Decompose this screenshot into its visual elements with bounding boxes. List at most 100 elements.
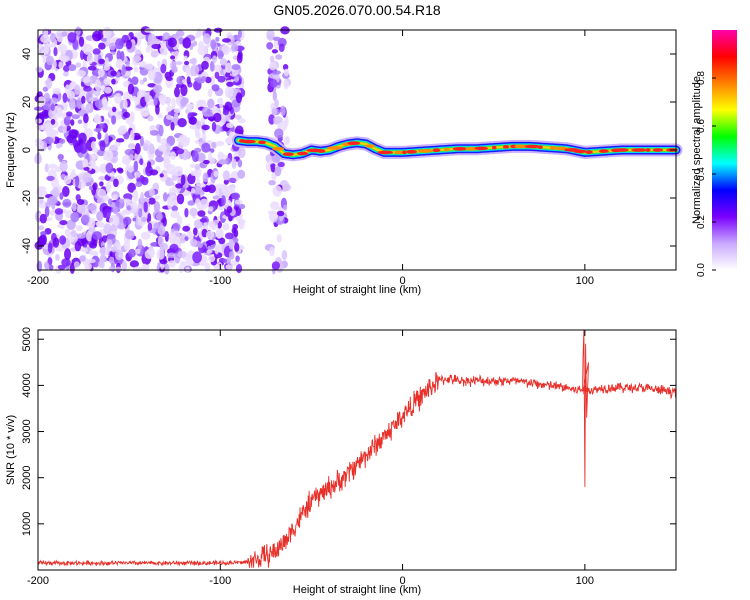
noise-blob bbox=[175, 148, 185, 155]
noise-blob bbox=[167, 197, 173, 210]
noise-blob bbox=[132, 217, 137, 222]
noise-blob bbox=[165, 76, 173, 82]
noise-blob bbox=[163, 157, 171, 168]
noise-blob bbox=[272, 185, 282, 197]
noise-blob bbox=[159, 259, 168, 265]
noise-blob bbox=[274, 98, 279, 108]
noise-blob bbox=[268, 61, 277, 71]
noise-blob bbox=[273, 116, 283, 124]
noise-blob bbox=[221, 44, 231, 56]
noise-blob bbox=[222, 109, 229, 116]
noise-blob bbox=[145, 63, 154, 70]
noise-blob bbox=[212, 55, 218, 64]
noise-blob bbox=[232, 223, 239, 230]
noise-blob bbox=[217, 50, 224, 60]
colorbar-gradient bbox=[712, 30, 737, 270]
noise-blob bbox=[167, 111, 176, 116]
noise-blob bbox=[48, 264, 54, 271]
noise-blob bbox=[82, 77, 91, 84]
noise-blob bbox=[182, 225, 191, 232]
noise-blob bbox=[202, 33, 211, 45]
noise-blob bbox=[88, 185, 94, 191]
noise-blob bbox=[159, 173, 164, 178]
noise-blob bbox=[141, 216, 147, 223]
noise-blob bbox=[159, 43, 167, 56]
noise-blob bbox=[223, 186, 232, 198]
heatmap-x-axis: -200 -100 0 100 bbox=[27, 30, 594, 287]
noise-blob bbox=[228, 177, 237, 183]
noise-blob bbox=[280, 105, 286, 117]
noise-blob bbox=[69, 82, 76, 91]
noise-blob bbox=[225, 264, 233, 270]
noise-blob bbox=[59, 138, 66, 144]
noise-blob bbox=[156, 248, 165, 260]
signal-peak bbox=[573, 149, 587, 154]
noise-blob bbox=[228, 239, 234, 250]
noise-blob bbox=[63, 175, 72, 185]
noise-blob bbox=[215, 140, 225, 147]
noise-blob bbox=[82, 158, 89, 168]
noise-blob bbox=[120, 50, 125, 62]
noise-blob bbox=[57, 44, 68, 53]
heatmap-marks bbox=[34, 26, 683, 275]
noise-blob bbox=[127, 83, 135, 95]
noise-blob bbox=[147, 222, 153, 231]
noise-blob bbox=[53, 46, 58, 57]
noise-blob bbox=[170, 121, 175, 131]
noise-blob bbox=[170, 55, 176, 60]
noise-blob bbox=[203, 221, 208, 232]
noise-blob bbox=[142, 111, 150, 116]
noise-blob bbox=[86, 54, 94, 65]
x-tick-label: -200 bbox=[27, 275, 49, 287]
noise-blob bbox=[144, 249, 155, 259]
noise-blob bbox=[98, 175, 106, 181]
noise-blob bbox=[135, 181, 143, 188]
noise-blob bbox=[197, 210, 206, 217]
noise-blob bbox=[271, 261, 280, 270]
noise-blob bbox=[129, 260, 139, 268]
noise-blob bbox=[148, 197, 156, 205]
noise-blob bbox=[119, 198, 125, 204]
noise-blob bbox=[123, 209, 130, 215]
noise-blob bbox=[36, 139, 44, 150]
signal-peak bbox=[406, 150, 417, 154]
noise-blob bbox=[198, 183, 207, 188]
noise-blob bbox=[61, 258, 71, 267]
noise-blob bbox=[269, 246, 275, 257]
noise-blob bbox=[209, 60, 215, 72]
noise-blob bbox=[138, 61, 147, 68]
noise-blob bbox=[111, 115, 117, 125]
noise-blob bbox=[187, 173, 196, 185]
signal-peak bbox=[599, 149, 609, 153]
noise-blob bbox=[87, 204, 97, 211]
signal-peak bbox=[465, 147, 477, 151]
signal-peak bbox=[432, 148, 441, 152]
noise-blob bbox=[171, 205, 178, 212]
noise-blob bbox=[84, 263, 92, 271]
noise-blob bbox=[98, 42, 106, 50]
noise-blob bbox=[62, 92, 68, 103]
x-tick-label: -100 bbox=[209, 275, 231, 287]
noise-blob bbox=[177, 177, 182, 186]
noise-blob bbox=[44, 163, 49, 173]
noise-blob bbox=[201, 124, 210, 131]
noise-blob bbox=[281, 250, 288, 261]
y-tick-label: -40 bbox=[21, 238, 33, 254]
noise-blob bbox=[235, 263, 243, 274]
noise-blob bbox=[196, 28, 202, 37]
noise-blob bbox=[99, 181, 104, 187]
noise-blob bbox=[177, 118, 187, 128]
noise-blob bbox=[66, 111, 73, 117]
noise-blob bbox=[272, 36, 281, 41]
noise-blob bbox=[196, 120, 201, 130]
noise-blob bbox=[45, 55, 54, 66]
noise-blob bbox=[145, 165, 151, 173]
noise-blob bbox=[205, 240, 216, 245]
snr-line-chart: -200 -100 0 100 1000 2000 3000 4000 5000 Height… bbox=[5, 327, 677, 596]
noise-blob bbox=[238, 118, 246, 124]
noise-blob bbox=[216, 229, 223, 239]
noise-blob bbox=[139, 158, 144, 166]
noise-blob bbox=[97, 68, 105, 78]
signal-peak bbox=[272, 147, 285, 151]
